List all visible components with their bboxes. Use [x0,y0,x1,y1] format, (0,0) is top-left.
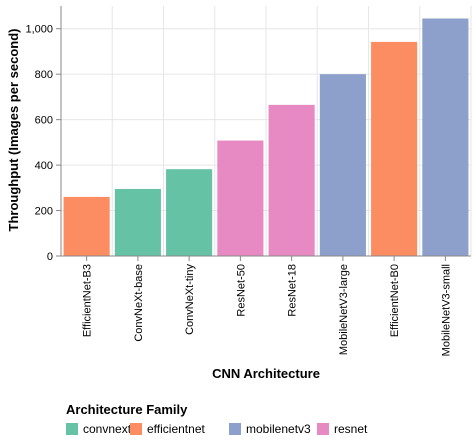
x-tick-label: ResNet-50 [235,264,247,317]
x-tick-label: ConvNeXt-base [133,264,145,342]
legend-label-convnext: convnext [83,422,132,436]
x-tick-label: MobileNetV3-large [338,264,350,355]
legend-swatch-convnext [66,423,78,435]
y-tick-label: 800 [35,69,53,81]
y-axis-title: Throughput (Images per second) [6,29,21,232]
y-tick-label: 1,000 [25,24,53,36]
legend-label-mobilenetv3: mobilenetv3 [246,422,311,436]
bar-convnext-base [114,188,161,256]
x-tick-label: MobileNetV3-small [440,264,452,356]
y-tick-label: 400 [35,160,53,172]
bar-efficientnet-b0 [371,41,418,257]
x-axis: EfficientNet-B3 ConvNeXt-base ConvNeXt-tin… [61,255,471,356]
legend-title: Architecture Family [66,402,188,417]
bar-resnet-18 [268,104,315,256]
bar-mobilenetv3-large [319,74,366,256]
x-tick-label: ResNet-18 [287,264,299,317]
legend-entries: convnext efficientnet mobilenetv3 resnet [66,422,368,436]
legend-label-efficientnet: efficientnet [147,422,205,436]
legend: Architecture Family convnext efficientnet… [66,402,368,436]
x-tick-label: EfficientNet-B0 [389,264,401,337]
y-tick-label: 200 [35,206,53,218]
bars [63,18,469,257]
bar-convnext-tiny [166,169,213,256]
gridlines [60,6,472,257]
y-axis: 0 200 400 600 800 1,000 [25,6,62,263]
legend-swatch-efficientnet [130,423,142,435]
x-axis-title: CNN Architecture [212,366,320,381]
legend-swatch-resnet [317,423,329,435]
y-tick-label: 600 [35,115,53,127]
legend-swatch-mobilenetv3 [229,423,241,435]
x-tick-label: EfficientNet-B3 [82,264,94,337]
bar-efficientnet-b3 [63,196,110,256]
legend-label-resnet: resnet [334,422,368,436]
x-tick-label: ConvNeXt-tiny [184,264,196,335]
y-tick-label: 0 [47,251,53,263]
bar-mobilenetv3-small [422,18,469,256]
bar-resnet-50 [217,140,264,256]
